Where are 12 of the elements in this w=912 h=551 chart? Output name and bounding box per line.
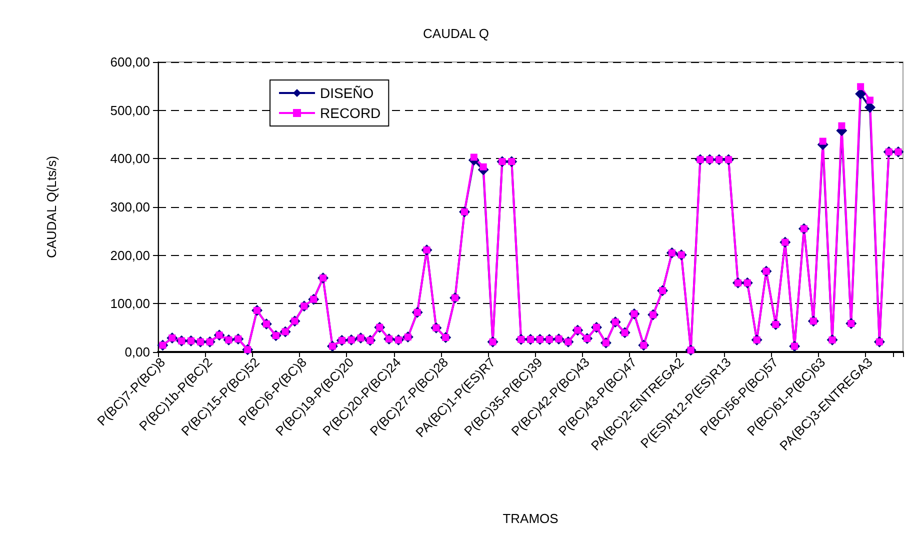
y-tick-label: 400,00 — [110, 151, 150, 166]
y-tick-label: 0,00 — [124, 344, 150, 360]
y-tick-label: 100,00 — [110, 296, 150, 312]
x-axis-title: TRAMOS — [502, 511, 559, 526]
y-tick-label: 500,00 — [110, 102, 150, 118]
legend-label: DISEÑO — [320, 85, 374, 101]
legend-label: RECORD — [320, 105, 381, 121]
y-tick-label: 300,00 — [110, 200, 150, 214]
y-tick-label: 200,00 — [110, 248, 150, 263]
y-tick-label: 600,00 — [110, 54, 150, 70]
y-axis-title: CAUDAL Q(Lts/s) — [44, 156, 59, 258]
chart-title: CAUDAL Q — [423, 26, 489, 41]
